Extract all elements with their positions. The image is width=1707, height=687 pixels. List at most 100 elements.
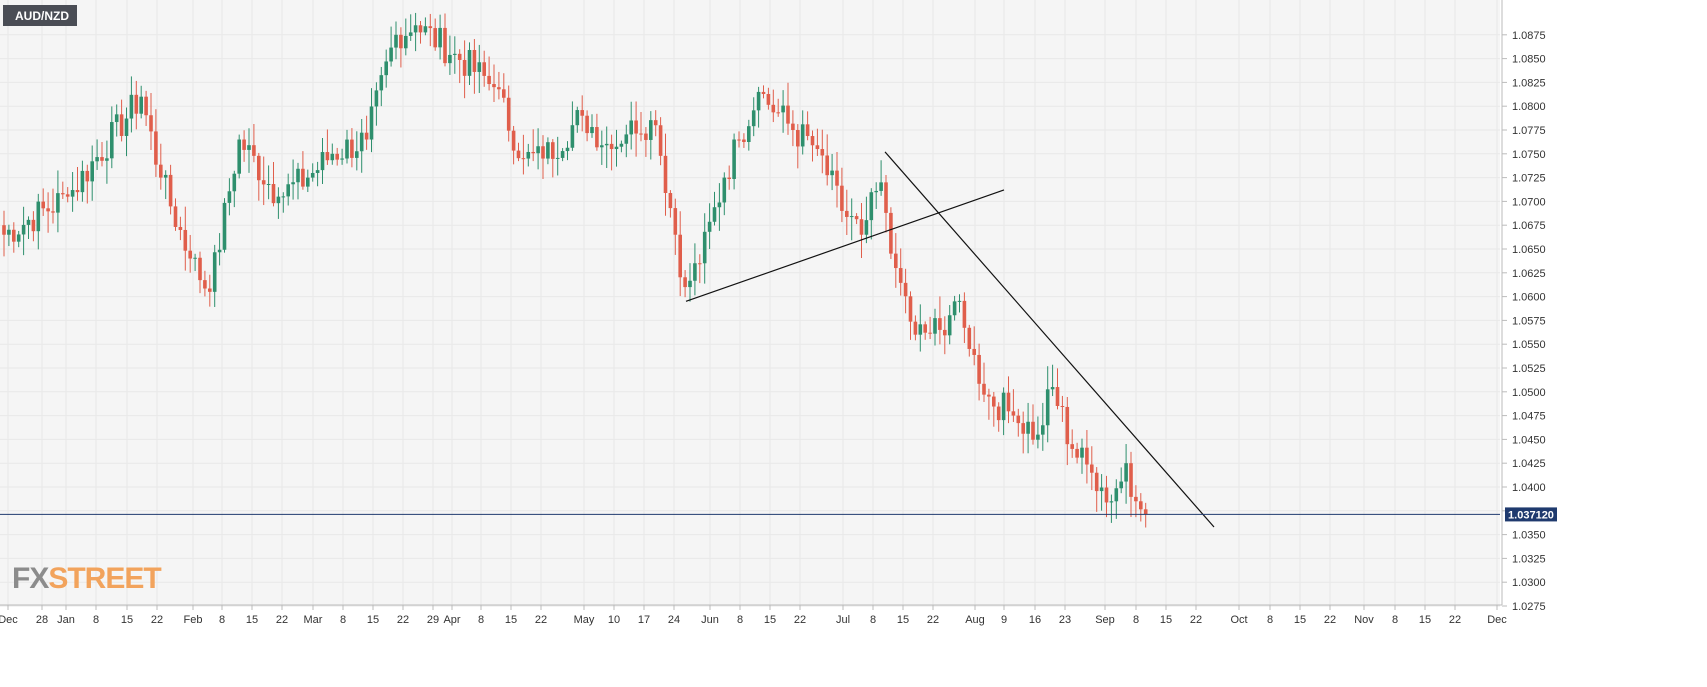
candle-body bbox=[408, 32, 413, 36]
candle-body bbox=[526, 151, 531, 159]
candle bbox=[1011, 389, 1016, 422]
x-tick-label: 22 bbox=[151, 614, 163, 626]
candle-body bbox=[345, 139, 349, 159]
candle bbox=[751, 97, 756, 137]
candle-body bbox=[781, 105, 785, 113]
candle bbox=[423, 17, 428, 36]
candle bbox=[541, 135, 545, 180]
candle bbox=[663, 133, 668, 216]
candle bbox=[570, 101, 575, 151]
candle-body bbox=[12, 229, 16, 242]
candle bbox=[1006, 376, 1011, 424]
candle-body bbox=[702, 231, 707, 264]
candle-body bbox=[698, 263, 702, 265]
candle bbox=[340, 148, 344, 165]
candle bbox=[756, 86, 761, 128]
symbol-badge[interactable]: AUD/NZD bbox=[3, 5, 77, 26]
candle-body bbox=[423, 26, 428, 33]
candle bbox=[702, 213, 707, 284]
candle-body bbox=[502, 89, 506, 98]
candle-body bbox=[854, 216, 859, 220]
candle bbox=[350, 128, 354, 168]
x-tick-label: 28 bbox=[36, 614, 48, 626]
candle-body bbox=[889, 212, 893, 254]
candle bbox=[281, 192, 286, 213]
candle bbox=[193, 253, 197, 272]
candle-body bbox=[90, 161, 94, 182]
candle bbox=[810, 130, 815, 162]
candle-body bbox=[624, 134, 629, 144]
candle-body bbox=[114, 114, 119, 123]
candle bbox=[771, 89, 776, 123]
candle bbox=[80, 160, 85, 202]
candle-body bbox=[649, 120, 653, 140]
x-tick-label: 8 bbox=[1392, 614, 1398, 626]
y-tick-label: 1.0700 bbox=[1512, 196, 1546, 208]
candle-body bbox=[835, 170, 839, 186]
candle bbox=[418, 21, 423, 44]
x-tick-label: Dec bbox=[1487, 614, 1507, 626]
x-tick-label: 8 bbox=[340, 614, 346, 626]
candle bbox=[443, 13, 447, 67]
x-tick-label: 8 bbox=[219, 614, 225, 626]
candle-body bbox=[884, 182, 888, 213]
candle bbox=[374, 82, 379, 126]
x-tick-label: 22 bbox=[276, 614, 288, 626]
candle-body bbox=[639, 133, 643, 135]
candle bbox=[849, 198, 854, 241]
candle bbox=[75, 166, 80, 201]
candle bbox=[203, 270, 207, 297]
candle-body bbox=[389, 47, 393, 62]
candle-body bbox=[266, 184, 271, 186]
trendline-falling-resistance[interactable] bbox=[884, 151, 1215, 528]
candle-body bbox=[506, 97, 511, 131]
candle-body bbox=[95, 157, 99, 162]
candle bbox=[649, 111, 653, 160]
candle-body bbox=[70, 190, 75, 197]
candle-body bbox=[732, 139, 736, 179]
candle-body bbox=[791, 123, 795, 130]
candle bbox=[825, 134, 829, 186]
candle bbox=[894, 233, 898, 288]
candle bbox=[163, 170, 168, 200]
candle-body bbox=[325, 152, 330, 161]
candle-body bbox=[678, 234, 682, 278]
candle-body bbox=[761, 91, 766, 95]
candle bbox=[237, 134, 241, 179]
candle-body bbox=[1050, 387, 1055, 390]
candle bbox=[208, 274, 212, 307]
candle bbox=[776, 98, 780, 117]
candle-body bbox=[467, 49, 472, 76]
candle-body bbox=[570, 125, 575, 148]
candle bbox=[502, 73, 506, 103]
candle-body bbox=[453, 53, 457, 55]
trendline-rising-support[interactable] bbox=[685, 189, 1005, 302]
candle bbox=[144, 90, 148, 127]
candle bbox=[56, 170, 60, 233]
candle bbox=[918, 304, 923, 352]
candle-body bbox=[771, 104, 776, 113]
candle bbox=[227, 178, 232, 216]
candle-body bbox=[232, 173, 237, 192]
candle-body bbox=[1119, 481, 1123, 489]
candle-body bbox=[531, 151, 535, 154]
candle-body bbox=[658, 125, 663, 156]
candle bbox=[967, 324, 972, 357]
candle-body bbox=[443, 27, 447, 64]
x-tick-label: 15 bbox=[1160, 614, 1172, 626]
candle bbox=[266, 165, 271, 200]
candle bbox=[310, 163, 315, 182]
candle-body bbox=[119, 114, 124, 136]
candle bbox=[996, 402, 1001, 432]
candle-body bbox=[394, 34, 398, 48]
candle-body bbox=[1026, 421, 1030, 434]
y-tick-label: 1.0650 bbox=[1512, 244, 1546, 256]
candle-body bbox=[306, 177, 310, 187]
candle-body bbox=[751, 110, 756, 127]
candle-body bbox=[497, 87, 501, 90]
candle-body bbox=[124, 118, 129, 136]
candle-body bbox=[276, 196, 281, 204]
candle bbox=[41, 188, 45, 216]
